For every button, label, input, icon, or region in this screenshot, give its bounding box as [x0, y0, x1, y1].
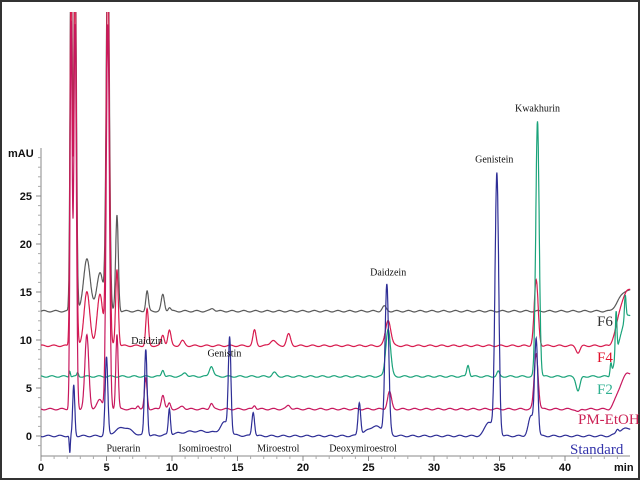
series-line-f2 [41, 121, 631, 392]
series-line-pm-etoh [41, 20, 631, 412]
peak-annotation: Daidzin [131, 336, 163, 347]
y-tick-label: 15 [20, 287, 32, 299]
x-tick-label: 20 [297, 462, 309, 474]
series-label-f6: F6 [597, 314, 613, 330]
peak-annotation: Daidzein [370, 268, 406, 279]
y-axis-label: mAU [8, 148, 34, 160]
x-tick-label: 35 [493, 462, 505, 474]
series-line-f4 [41, 12, 631, 354]
peak-annotation: Kwakhurin [515, 104, 560, 115]
series-label-standard: Standard [570, 442, 624, 458]
y-tick-label: 5 [26, 383, 32, 395]
y-tick-label: 20 [20, 239, 32, 251]
x-tick-label: 15 [231, 462, 243, 474]
series-label-f4: F4 [597, 350, 613, 366]
peak-annotation: Puerarin [107, 443, 141, 454]
x-tick-label: 30 [428, 462, 440, 474]
x-tick-label: 5 [103, 462, 109, 474]
x-tick-label: 0 [38, 462, 44, 474]
y-tick-label: 0 [26, 431, 32, 443]
x-axis-label: min [614, 462, 634, 474]
series-label-f2: F2 [597, 382, 613, 398]
x-tick-label: 25 [362, 462, 374, 474]
series-line-standard [41, 172, 631, 453]
peak-annotation: Genistin [207, 348, 241, 359]
y-tick-label: 10 [20, 335, 32, 347]
series-label-pm-etoh: PM-EtOH [578, 412, 640, 428]
series-line-f6 [41, 12, 631, 313]
peak-annotation: Isomiroestrol [179, 443, 233, 454]
peak-annotation: Genistein [475, 154, 513, 165]
x-tick-label: 10 [166, 462, 178, 474]
y-tick-label: 25 [20, 191, 32, 203]
peak-annotation: Miroestrol [257, 443, 299, 454]
x-tick-label: 40 [559, 462, 571, 474]
peak-annotation: Deoxymiroestrol [329, 443, 397, 454]
